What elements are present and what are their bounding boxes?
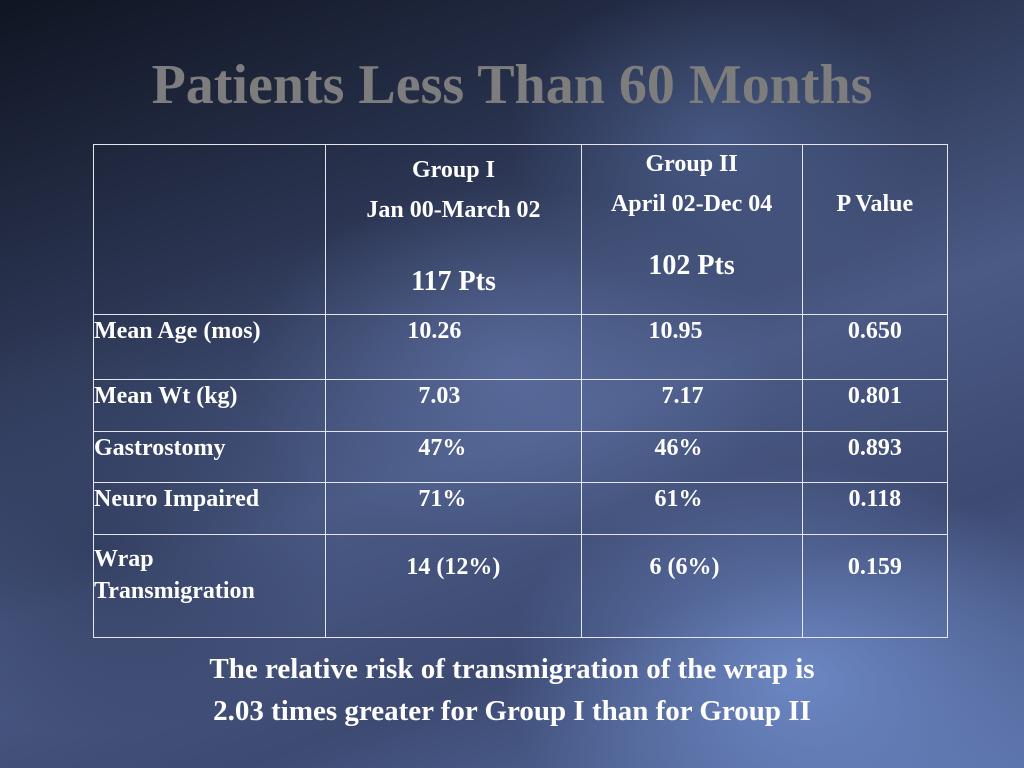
p-value: 0.801: [801, 379, 949, 432]
footer-line1: The relative risk of transmigration of t…: [209, 653, 815, 685]
table-row: Mean Age (mos) 10.26 10.95 0.650: [92, 314, 949, 380]
group1-pts: 117 Pts: [411, 266, 496, 297]
group1-dates: Jan 00-March 02: [366, 197, 541, 223]
group1-value: 71%: [325, 482, 582, 535]
row-label: Wrap Transmigration: [92, 534, 327, 638]
group1-value: 47%: [325, 431, 582, 483]
p-value: 0.159: [801, 534, 949, 638]
group1-name: Group I: [411, 157, 495, 183]
group2-name: Group II: [645, 151, 738, 177]
results-table: Group I Jan 00-March 02 117 Pts Group II…: [92, 144, 949, 638]
p-value: 0.893: [801, 431, 949, 483]
group2-pts: 102 Pts: [648, 250, 735, 281]
row-label: Mean Wt (kg): [92, 379, 327, 432]
row-label-line1: Wrap: [94, 546, 154, 572]
group2-value: 61%: [580, 482, 803, 535]
footer-note: The relative risk of transmigration of t…: [0, 648, 1024, 732]
group2-value: 10.95: [580, 314, 803, 380]
header-group2: Group II April 02-Dec 04 102 Pts: [580, 144, 803, 315]
p-value: 0.118: [801, 482, 949, 535]
table-row: Gastrostomy 47% 46% 0.893: [92, 431, 949, 483]
table-row: Mean Wt (kg) 7.03 7.17 0.801: [92, 379, 949, 432]
header-empty-cell: [92, 144, 327, 315]
group2-value: 46%: [580, 431, 803, 483]
group2-value: 7.17: [580, 379, 803, 432]
group1-value: 7.03: [325, 379, 582, 432]
footer-line2: 2.03 times greater for Group I than for …: [213, 695, 811, 727]
header-pvalue: P Value: [801, 144, 949, 315]
group2-dates: April 02-Dec 04: [610, 191, 773, 217]
header-group1: Group I Jan 00-March 02 117 Pts: [325, 144, 582, 315]
group1-value: 14 (12%): [325, 534, 582, 638]
row-label: Mean Age (mos): [92, 314, 327, 380]
group1-value: 10.26: [325, 314, 582, 380]
table-row: Wrap Transmigration 14 (12%) 6 (6%) 0.15…: [92, 534, 949, 638]
row-label-line2: Transmigration: [94, 578, 255, 604]
slide-title: Patients Less Than 60 Months: [151, 54, 873, 116]
table-header-row: Group I Jan 00-March 02 117 Pts Group II…: [92, 144, 949, 315]
row-label: Neuro Impaired: [92, 482, 327, 535]
table-row: Neuro Impaired 71% 61% 0.118: [92, 482, 949, 535]
pvalue-label: P Value: [836, 191, 914, 217]
row-label: Gastrostomy: [92, 431, 327, 483]
group2-value: 6 (6%): [580, 534, 803, 638]
p-value: 0.650: [801, 314, 949, 380]
